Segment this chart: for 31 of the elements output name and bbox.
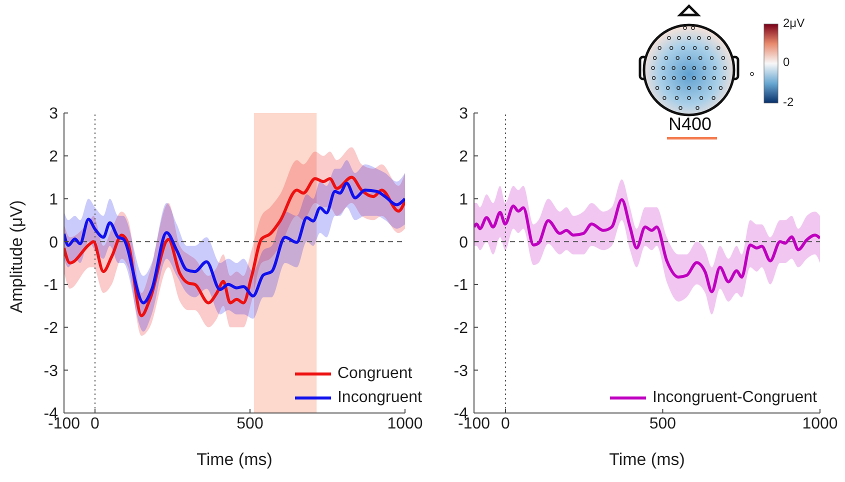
x-tick-label: 1000 — [802, 415, 838, 432]
y-tick-label: -2 — [44, 320, 58, 337]
x-axis-title: Time (ms) — [196, 450, 272, 469]
y-tick-label: 1 — [49, 191, 58, 208]
line-series — [474, 198, 820, 294]
y-tick-label: -3 — [454, 362, 468, 380]
y-tick-label: 3 — [49, 106, 58, 123]
y-tick-label: -3 — [44, 362, 58, 380]
y-tick-label: 0 — [49, 234, 58, 252]
y-axis-title: Amplitude (μV) — [7, 200, 26, 313]
y-tick-label: -2 — [454, 320, 468, 337]
x-tick-label: 0 — [90, 415, 100, 432]
x-tick-label: 500 — [236, 415, 264, 432]
x-tick-label: 500 — [649, 415, 676, 432]
y-tick-label: 3 — [459, 106, 468, 123]
x-axis-title: Time (ms) — [609, 450, 685, 469]
y-tick-label: 1 — [459, 191, 468, 208]
legend-label: Incongruent — [337, 388, 422, 408]
x-tick-label: 1000 — [387, 415, 423, 432]
text: -2 — [783, 95, 794, 109]
y-tick-label: 2 — [49, 148, 58, 166]
y-tick-label: -1 — [454, 277, 468, 294]
y-tick-label: -1 — [44, 277, 58, 294]
text: 2μV — [783, 16, 805, 30]
legend-label: Congruent — [337, 364, 412, 384]
legend-label: Incongruent-Congruent — [652, 388, 817, 408]
y-tick-label: 2 — [459, 148, 468, 166]
x-tick-label: 0 — [501, 415, 510, 432]
annotation: N400 — [667, 114, 713, 135]
y-tick-label: 0 — [459, 234, 468, 252]
text: 0 — [783, 55, 790, 69]
